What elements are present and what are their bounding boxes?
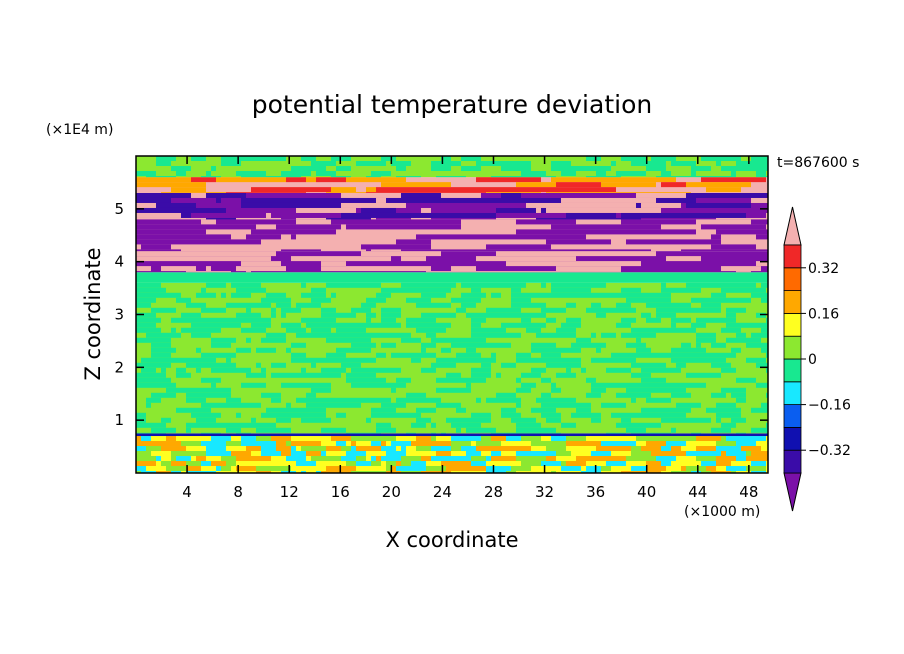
x-tick-label: 24 [433, 483, 452, 501]
colorbar-extend-min [783, 472, 802, 512]
colorbar-swatch [783, 381, 802, 405]
chart-title: potential temperature deviation [252, 90, 652, 119]
colorbar-label: 0 [808, 352, 817, 368]
x-tick-label: 40 [637, 483, 656, 501]
colorbar-swatch [783, 335, 802, 360]
y-tick-label: 2 [114, 358, 124, 376]
x-tick-label: 28 [484, 483, 503, 501]
colorbar-swatch [783, 358, 802, 383]
x-unit-label: (×1000 m) [684, 504, 760, 520]
y-tick-label: 3 [114, 306, 124, 324]
contour-band [136, 177, 768, 193]
colorbar-label: 0.32 [808, 261, 839, 277]
colorbar-swatch [783, 449, 802, 474]
y-axis: 1 2 3 4 5 [114, 200, 768, 429]
colorbar-swatch [783, 290, 802, 314]
colorbar-swatch [783, 244, 802, 269]
colorbar-label: 0.16 [808, 306, 839, 322]
colorbar-label: −0.32 [808, 443, 851, 459]
x-tick-label: 16 [331, 483, 350, 501]
contour-band [136, 272, 768, 283]
y-tick-label: 5 [114, 200, 124, 218]
contour-band [136, 251, 768, 273]
contour-band [136, 282, 768, 434]
x-tick-label: 4 [182, 483, 192, 501]
colorbar-label: −0.16 [808, 398, 851, 414]
contour-band [136, 192, 768, 220]
x-tick-label: 36 [586, 483, 605, 501]
contour-band [136, 219, 768, 252]
colorbar-extend-max [783, 206, 802, 246]
y-axis-label: Z coordinate [81, 247, 105, 380]
colorbar: 0.32 0.16 0 −0.16 −0.32 [783, 206, 851, 512]
x-axis: 4 8 12 16 20 24 28 32 36 40 44 48 [182, 156, 758, 501]
x-tick-label: 44 [688, 483, 707, 501]
time-label: t=867600 s [777, 155, 859, 171]
colorbar-swatch [783, 404, 802, 428]
contour-band [136, 433, 768, 437]
contour-band [136, 436, 768, 473]
colorbar-swatch [783, 312, 802, 337]
x-tick-label: 12 [280, 483, 299, 501]
colorbar-swatch [783, 267, 802, 291]
x-tick-label: 20 [382, 483, 401, 501]
y-tick-label: 1 [114, 411, 124, 429]
y-tick-label: 4 [114, 253, 124, 271]
contour-field [136, 156, 768, 473]
contour-band [136, 156, 768, 178]
x-axis-label: X coordinate [385, 528, 518, 552]
x-tick-label: 8 [233, 483, 243, 501]
x-tick-label: 32 [535, 483, 554, 501]
y-unit-label: (×1E4 m) [46, 122, 113, 138]
colorbar-swatch [783, 426, 802, 451]
x-tick-label: 48 [739, 483, 758, 501]
